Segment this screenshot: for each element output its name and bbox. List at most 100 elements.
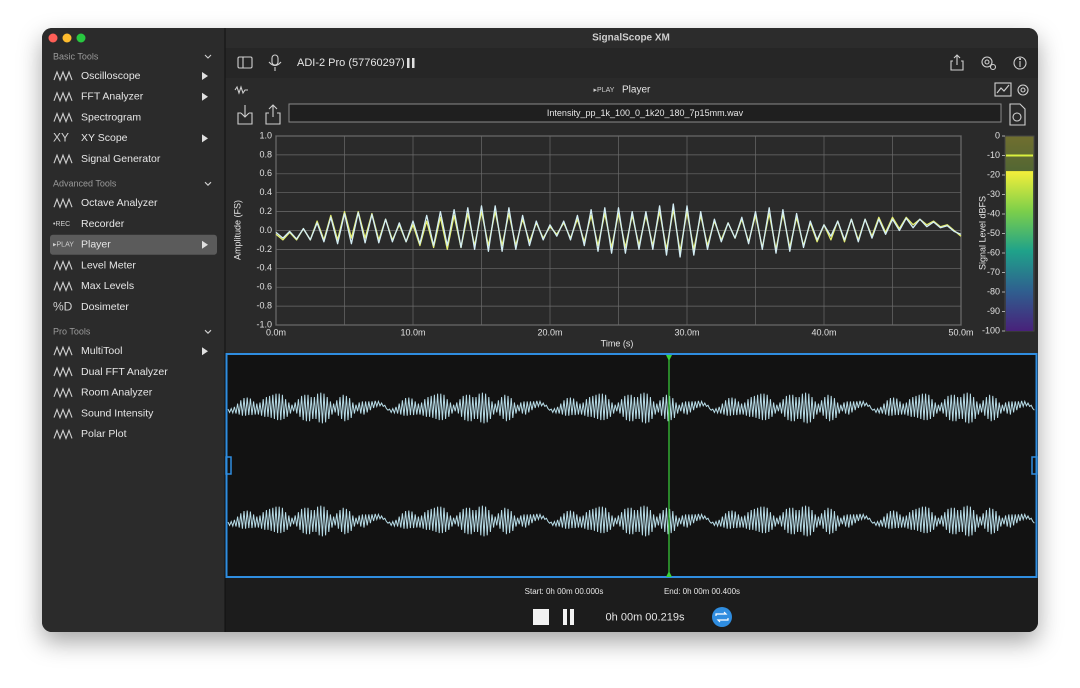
section-header: Pro Tools	[53, 327, 91, 337]
overview-panel[interactable]	[225, 353, 1038, 578]
section-chevron[interactable]	[204, 181, 212, 186]
selection-end: End: 0h 00m 00.400s	[664, 587, 740, 596]
menu-item[interactable]: Player	[81, 239, 111, 251]
chart-settings[interactable]	[994, 82, 1012, 97]
menu-item[interactable]: Polar Plot	[81, 428, 127, 440]
item-icon	[53, 112, 73, 124]
settings-button[interactable]	[981, 56, 997, 71]
menu-item[interactable]: Sound Intensity	[81, 407, 154, 419]
section-chevron[interactable]	[204, 329, 212, 334]
item-icon	[53, 387, 73, 399]
sidebar	[42, 28, 225, 632]
overview-waveforms	[227, 392, 1035, 537]
item-icon: ▸PLAY	[53, 242, 74, 249]
window-title: SignalScope XM	[592, 33, 670, 44]
info-button[interactable]	[1013, 56, 1027, 70]
menu-item[interactable]: Octave Analyzer	[81, 197, 158, 209]
x-tick-label: 30.0m	[674, 327, 699, 337]
title-bar	[225, 28, 1038, 48]
menu-item[interactable]: Signal Generator	[81, 153, 161, 165]
item-icon	[53, 153, 73, 165]
y-tick-label: 0.2	[259, 206, 272, 216]
submenu-arrow	[202, 92, 208, 101]
meter-tick-label: -100	[982, 325, 1000, 335]
item-icon: •REC	[53, 221, 70, 228]
player-badge: ▸PLAY	[594, 87, 615, 94]
item-icon: %D	[53, 299, 73, 313]
sidebar-toggle[interactable]	[237, 56, 253, 69]
stop-button[interactable]	[533, 609, 549, 625]
playback-time: 0h 00m 00.219s	[606, 611, 685, 623]
menu-item[interactable]: XY Scope	[81, 132, 128, 144]
import-button[interactable]	[237, 105, 253, 125]
pause-button[interactable]	[563, 609, 574, 625]
menu-item[interactable]: Dual FFT Analyzer	[81, 366, 168, 378]
item-icon	[53, 428, 73, 440]
section-chevron[interactable]	[204, 54, 212, 59]
close-button[interactable]	[48, 33, 58, 43]
meter-tick-label: 0	[995, 130, 1000, 140]
y-tick-label: -0.4	[256, 263, 272, 273]
share-button[interactable]	[950, 54, 964, 71]
meter-tick-label: -40	[987, 208, 1000, 218]
file-name: Intensity_pp_1k_100_0_1k20_180_7p15mm.wa…	[547, 108, 744, 118]
y-tick-label: -0.2	[256, 244, 272, 254]
loop-button[interactable]	[712, 607, 732, 627]
item-icon: XY	[53, 131, 69, 145]
menu-item[interactable]: Oscilloscope	[81, 70, 141, 82]
section-header: Basic Tools	[53, 51, 99, 61]
device-name[interactable]: ADI-2 Pro (57760297)	[297, 57, 405, 69]
meter-tick-label: -70	[987, 267, 1000, 277]
x-tick-label: 20.0m	[537, 327, 562, 337]
menu-item[interactable]: Recorder	[81, 218, 125, 230]
menu-item[interactable]: Room Analyzer	[81, 387, 153, 399]
x-axis-label: Time (s)	[601, 338, 634, 348]
item-icon	[53, 197, 73, 209]
meter-level	[1006, 171, 1033, 331]
channel-waveform	[227, 392, 1035, 424]
y-tick-label: 0.6	[259, 168, 272, 178]
selected-item	[50, 234, 217, 255]
menu-item[interactable]: MultiTool	[81, 345, 122, 357]
file-field[interactable]	[288, 103, 1002, 123]
menu-item[interactable]: FFT Analyzer	[81, 91, 144, 103]
selection-start: Start: 0h 00m 00.000s	[525, 587, 604, 596]
y-tick-label: -1.0	[256, 319, 272, 329]
menu-item[interactable]: Max Levels	[81, 280, 134, 292]
player-settings[interactable]	[1017, 84, 1029, 96]
menu-item[interactable]: Level Meter	[81, 259, 136, 271]
loop-icon	[715, 611, 729, 623]
pause-input[interactable]	[407, 58, 415, 68]
selection-end-handle[interactable]	[1031, 456, 1038, 475]
input-icon[interactable]	[268, 54, 282, 71]
submenu-arrow	[202, 240, 208, 249]
item-icon	[53, 345, 73, 357]
meter-tick-label: -90	[987, 306, 1000, 316]
x-tick-label: 50.0m	[948, 327, 973, 337]
waveform-icon	[234, 85, 248, 95]
menu-item[interactable]: Spectrogram	[81, 111, 141, 123]
file-info[interactable]	[1009, 103, 1026, 126]
y-tick-label: 0.4	[259, 187, 272, 197]
meter-tick-label: -10	[987, 150, 1000, 160]
toolbar	[225, 48, 1038, 78]
minimize-button[interactable]	[62, 33, 72, 43]
y-tick-label: -0.8	[256, 300, 272, 310]
transport-bar	[225, 578, 1038, 632]
submenu-arrow	[202, 347, 208, 356]
meter-tick-label: -30	[987, 189, 1000, 199]
item-icon	[53, 260, 73, 272]
x-tick-label: 40.0m	[811, 327, 836, 337]
meter-tick-label: -60	[987, 247, 1000, 257]
zoom-button[interactable]	[76, 33, 86, 43]
export-button[interactable]	[265, 104, 281, 125]
menu-item[interactable]: Dosimeter	[81, 301, 129, 313]
section-header: Advanced Tools	[53, 179, 117, 189]
selection-start-handle[interactable]	[225, 456, 232, 475]
y-tick-label: -0.6	[256, 282, 272, 292]
y-tick-label: 1.0	[259, 130, 272, 140]
signal-trace	[275, 203, 962, 258]
y-tick-label: 0.8	[259, 149, 272, 159]
